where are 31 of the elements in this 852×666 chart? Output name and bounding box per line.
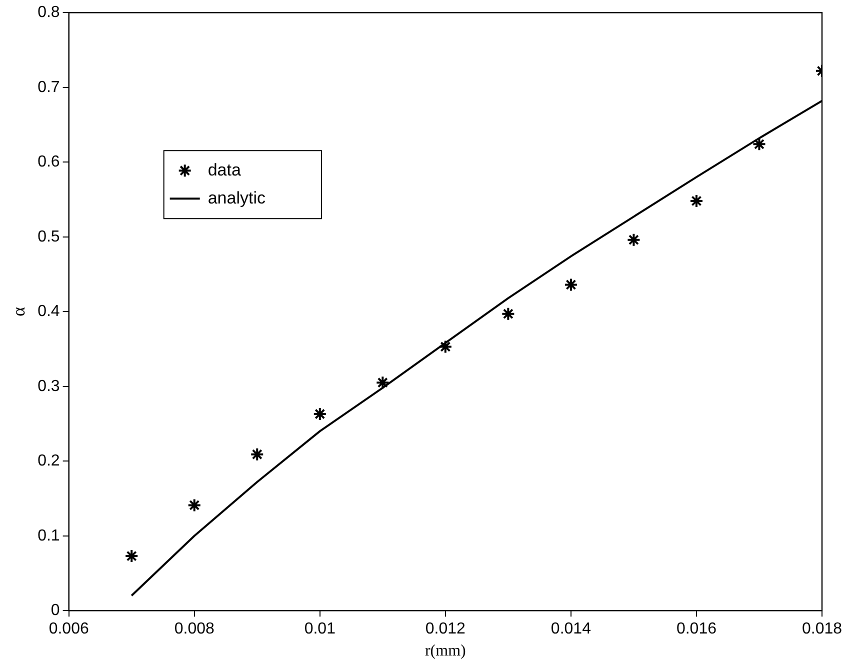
y-tick-label: 0.3 xyxy=(38,378,60,395)
point xyxy=(438,340,452,354)
point xyxy=(564,278,578,292)
y-tick-label: 0.7 xyxy=(38,78,60,96)
y-tick-label: 0.4 xyxy=(38,303,60,320)
x-tick-label: 0.012 xyxy=(425,620,466,638)
legend-label: analytic xyxy=(208,188,266,208)
point xyxy=(250,447,264,462)
y-tick-label: 0 xyxy=(50,602,60,620)
legend-label: data xyxy=(208,160,242,180)
y-tick-label: 0.1 xyxy=(38,527,60,544)
x-tick-label: 0.008 xyxy=(174,620,214,638)
point xyxy=(752,137,766,152)
y-tick-label: 0.6 xyxy=(38,154,60,171)
point xyxy=(626,232,641,247)
point xyxy=(312,407,327,422)
point xyxy=(689,194,704,208)
x-tick-label: 0.018 xyxy=(802,620,842,638)
point xyxy=(124,549,139,564)
x-tick-label: 0.014 xyxy=(550,620,592,638)
x-tick-label: 0.01 xyxy=(304,620,336,638)
y-tick-label: 0.5 xyxy=(38,228,60,246)
point xyxy=(501,306,516,321)
point xyxy=(376,376,390,390)
y-tick-label: 0.8 xyxy=(38,4,60,22)
y-tick-label: 0.2 xyxy=(38,452,60,470)
x-axis-title: r(mm) xyxy=(424,642,466,660)
x-tick-label: 0.016 xyxy=(676,620,717,638)
point xyxy=(187,498,202,512)
y-axis-title: α xyxy=(8,306,29,316)
x-tick-label: 0.006 xyxy=(48,620,89,638)
